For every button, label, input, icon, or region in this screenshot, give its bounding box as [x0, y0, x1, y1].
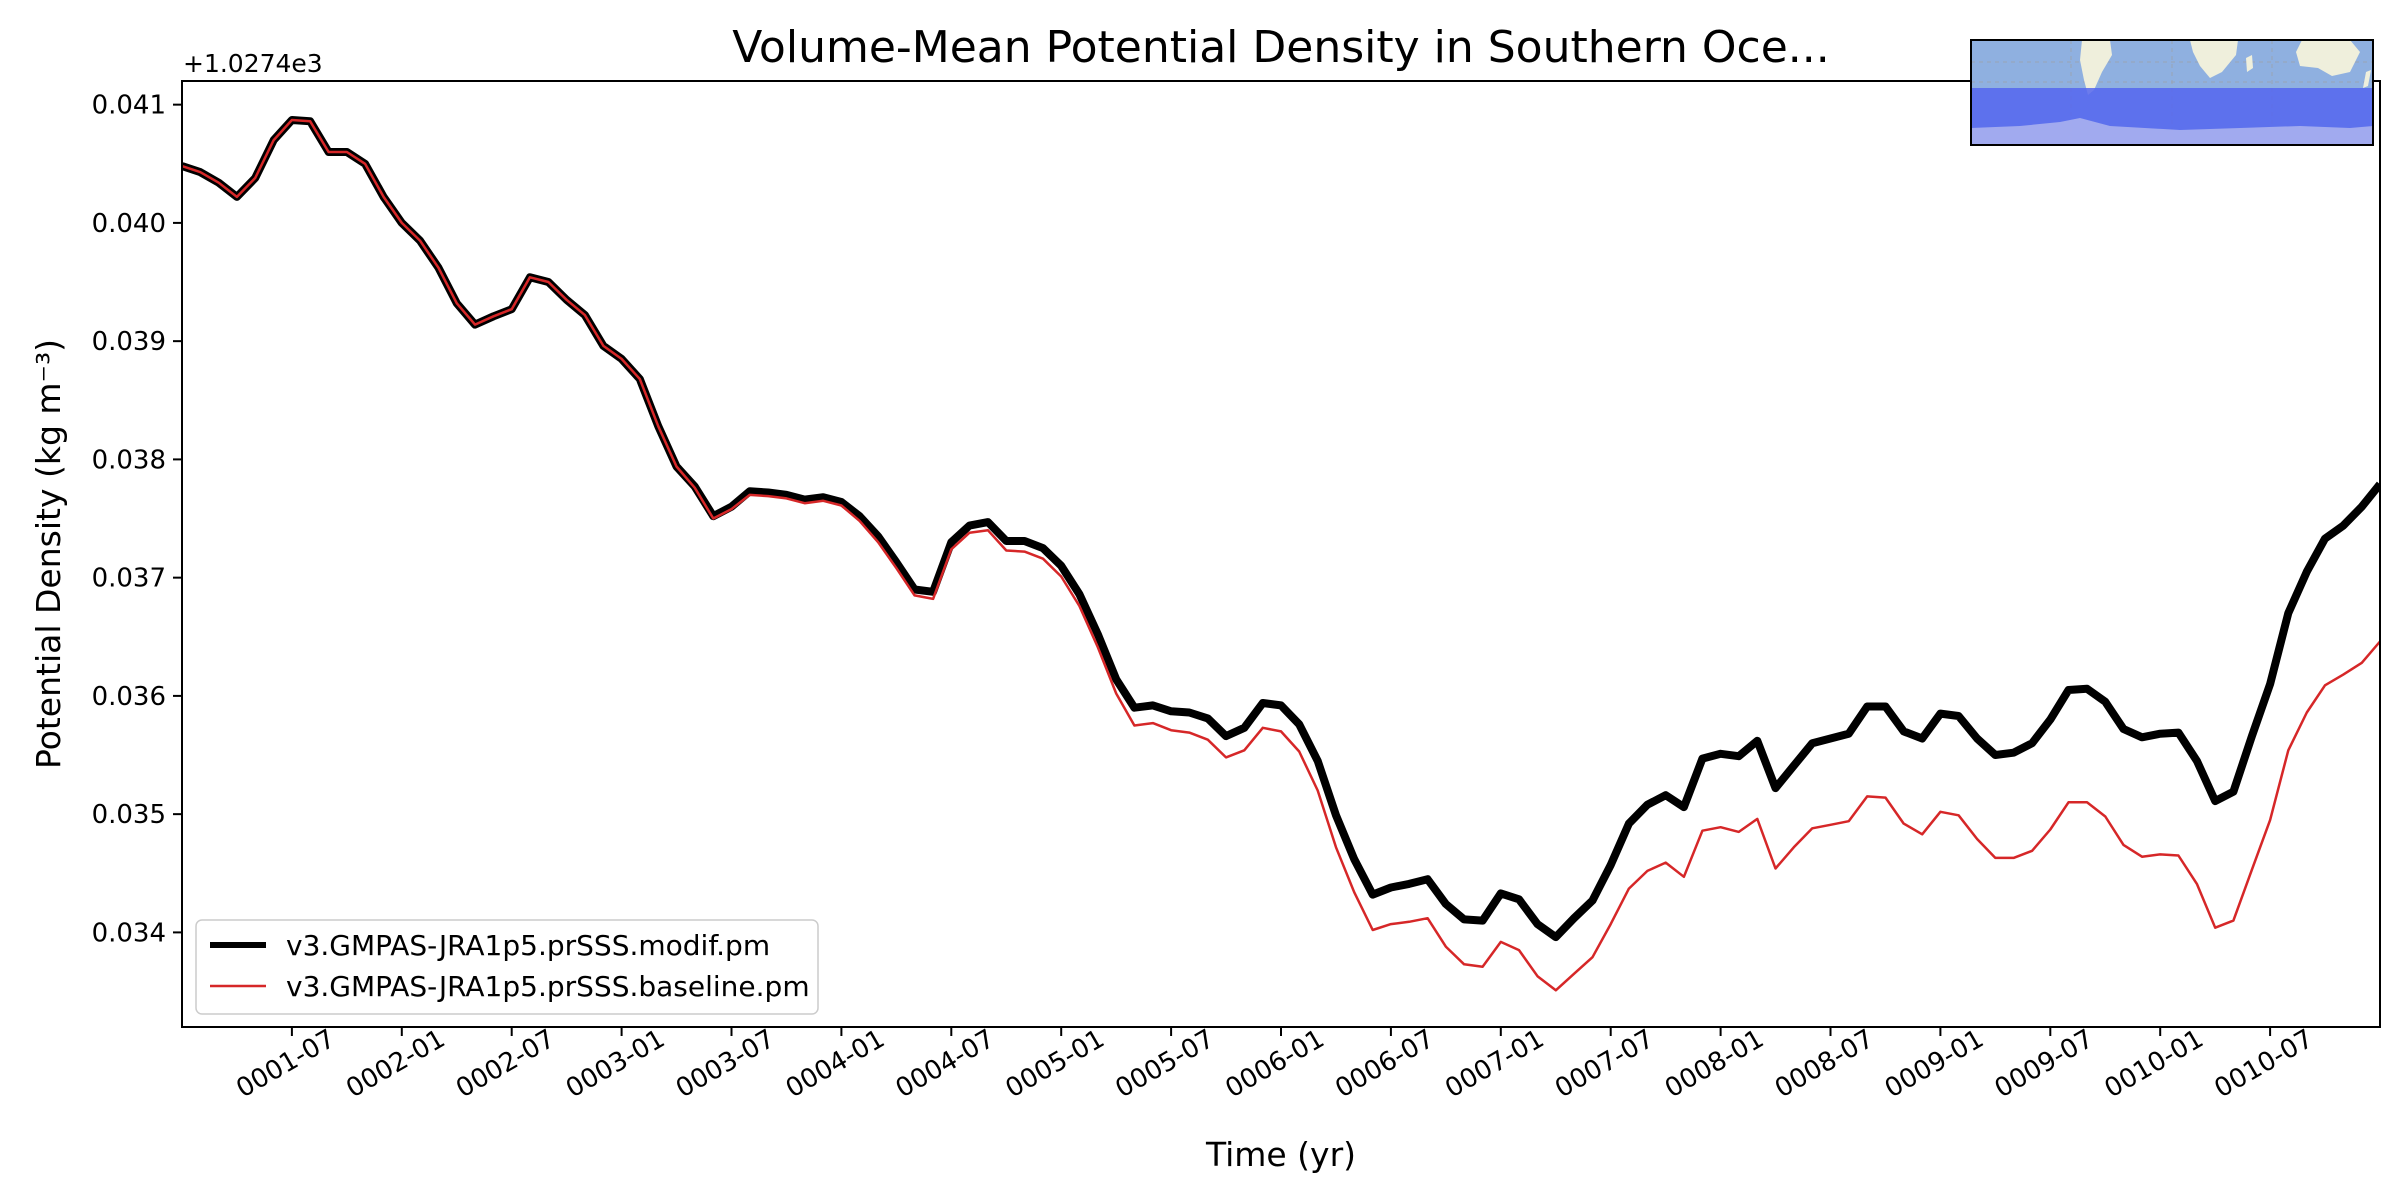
x-tick-label: 0008-01 — [1660, 1024, 1769, 1104]
map-land-africa — [2190, 40, 2238, 78]
x-tick-label: 0002-07 — [451, 1024, 560, 1104]
x-axis-label: Time (yr) — [1205, 1135, 1356, 1174]
y-tick-label: 0.037 — [92, 564, 166, 594]
x-tick-label: 0005-01 — [1001, 1024, 1110, 1104]
x-tick-label: 0009-07 — [1990, 1024, 2099, 1104]
series-baseline-line — [182, 118, 2380, 992]
y-tick-label: 0.034 — [92, 918, 166, 948]
map-land-south-america — [2080, 40, 2112, 95]
y-tick-label: 0.035 — [92, 800, 166, 830]
map-land-new-zealand — [2363, 70, 2371, 88]
y-axis-ticks: 0.034 0.035 0.036 0.037 0.038 0.039 0.040 0.041 — [92, 91, 182, 948]
x-tick-label: 0007-07 — [1550, 1024, 1659, 1104]
x-tick-label: 0003-01 — [561, 1024, 670, 1104]
series-modif-outline — [182, 116, 2380, 942]
legend-label-modif: v3.GMPAS-JRA1p5.prSSS.modif.pm — [286, 929, 770, 962]
y-tick-label: 0.038 — [92, 445, 166, 475]
x-tick-label: 0008-07 — [1770, 1024, 1879, 1104]
axis-offset-label: +1.0274e3 — [183, 49, 323, 78]
y-axis-label: Potential Density (kg m⁻³) — [29, 339, 68, 769]
map-frame — [1970, 39, 2374, 146]
x-tick-label: 0004-07 — [891, 1024, 1000, 1104]
map-land-antarctica — [1971, 118, 2373, 145]
map-land-australia — [2296, 40, 2360, 76]
y-tick-label: 0.039 — [92, 327, 166, 357]
legend: v3.GMPAS-JRA1p5.prSSS.modif.pm v3.GMPAS-… — [195, 919, 819, 1015]
x-tick-label: 0010-01 — [2100, 1024, 2209, 1104]
legend-box — [195, 919, 819, 1015]
y-tick-label: 0.036 — [92, 682, 166, 712]
x-tick-label: 0004-01 — [781, 1024, 890, 1104]
legend-label-baseline: v3.GMPAS-JRA1p5.prSSS.baseline.pm — [286, 970, 810, 1003]
southern-ocean-region-map — [1971, 40, 2373, 145]
y-tick-label: 0.041 — [92, 91, 166, 121]
x-tick-label: 0007-01 — [1440, 1024, 1549, 1104]
chart-title: Volume-Mean Potential Density in Souther… — [732, 22, 1830, 73]
x-tick-label: 0009-01 — [1880, 1024, 1989, 1104]
x-tick-label: 0005-07 — [1111, 1024, 1220, 1104]
x-tick-label: 0002-01 — [341, 1024, 450, 1104]
x-axis-ticks: 0001-07 0002-01 0002-07 0003-01 0003-07 0004-… — [231, 1024, 2318, 1104]
plot-frame — [181, 80, 2381, 1028]
x-tick-label: 0006-07 — [1330, 1024, 1439, 1104]
x-tick-label: 0003-07 — [671, 1024, 780, 1104]
x-tick-label: 0006-01 — [1220, 1024, 1329, 1104]
y-tick-label: 0.040 — [92, 209, 166, 239]
plot-lines — [182, 116, 2380, 992]
map-land-madagascar — [2246, 55, 2253, 72]
x-tick-label: 0001-07 — [231, 1024, 340, 1104]
x-tick-label: 0010-07 — [2210, 1024, 2319, 1104]
